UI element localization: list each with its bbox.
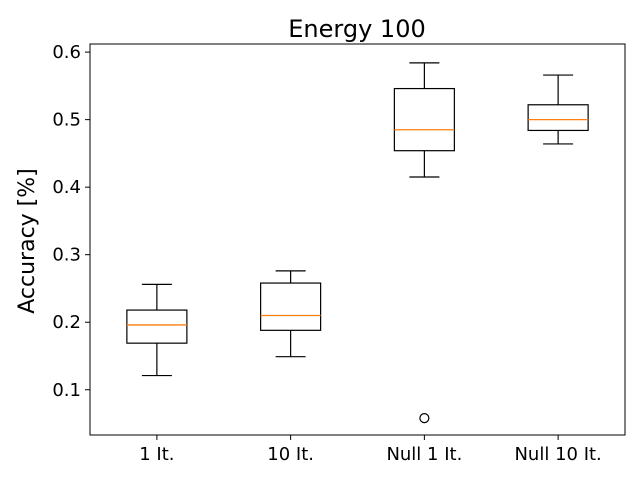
y-axis-label: Accuracy [%]: [15, 168, 40, 314]
plot-area: 0.1 0.2 0.3 0.4 0.5 0.6 1 It. 10 It. Null 1 It. N…: [52, 42, 601, 465]
box-iqr: [527, 104, 589, 132]
y-tick-label: 0.4: [52, 177, 81, 198]
y-tick-label: 0.5: [52, 110, 81, 131]
y-tick-label: 0.1: [52, 380, 81, 401]
box-iqr: [260, 282, 322, 331]
x-tick-label: 1 It.: [139, 444, 174, 465]
x-tick-label: Null 10 It.: [514, 444, 601, 465]
x-tick-label: 10 It.: [267, 444, 314, 465]
outlier-point: [419, 413, 430, 424]
box-iqr: [126, 309, 188, 344]
box-iqr: [393, 87, 455, 152]
y-tick-label: 0.3: [52, 245, 81, 266]
y-tick-label: 0.2: [52, 312, 81, 333]
plot-frame: [89, 43, 626, 436]
chart-title: Energy 100: [288, 15, 425, 43]
x-tick-label: Null 1 It.: [386, 444, 462, 465]
y-tick-label: 0.6: [52, 42, 81, 63]
